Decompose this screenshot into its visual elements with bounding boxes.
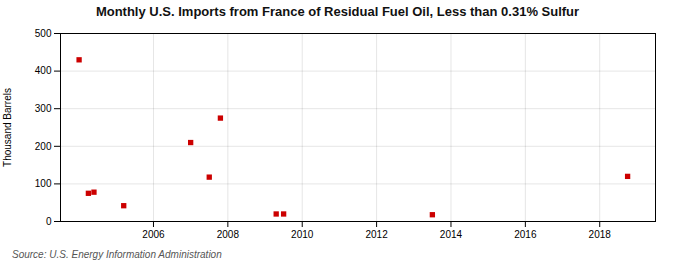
svg-text:2016: 2016	[514, 229, 537, 240]
svg-text:0: 0	[46, 216, 52, 227]
svg-text:200: 200	[35, 141, 52, 152]
html-text:Monthly U.S. Imports from Fran: Monthly U.S. Imports from France of Resi…	[95, 4, 580, 19]
svg-text:2008: 2008	[217, 229, 240, 240]
html-text:Source: U.S. Energy Informatio: Source: U.S. Energy Information Administ…	[12, 249, 222, 260]
svg-text:2018: 2018	[589, 229, 612, 240]
svg-text:2012: 2012	[365, 229, 388, 240]
svg-text:400: 400	[35, 65, 52, 76]
svg-text:2006: 2006	[142, 229, 165, 240]
svg-text:500: 500	[35, 28, 52, 39]
svg-text:2014: 2014	[440, 229, 463, 240]
svg-text:100: 100	[35, 178, 52, 189]
svg-text:Thousand Barrels: Thousand Barrels	[2, 88, 13, 167]
svg-text:2010: 2010	[291, 229, 314, 240]
svg-text:300: 300	[35, 103, 52, 114]
